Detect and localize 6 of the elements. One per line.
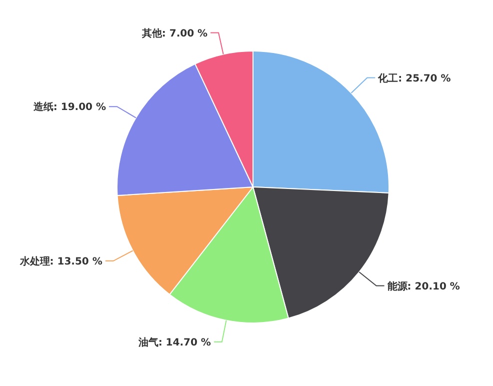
slice-label: 能源: 20.10 % (387, 280, 460, 292)
slice-label: 化工: 25.70 % (377, 72, 451, 84)
slice-label: 其他: 7.00 % (140, 27, 208, 40)
slice-label: 水处理: 13.50 % (18, 255, 102, 268)
slice-label: 造纸: 19.00 % (32, 101, 106, 114)
slice-label: 油气: 14.70 % (137, 336, 211, 348)
